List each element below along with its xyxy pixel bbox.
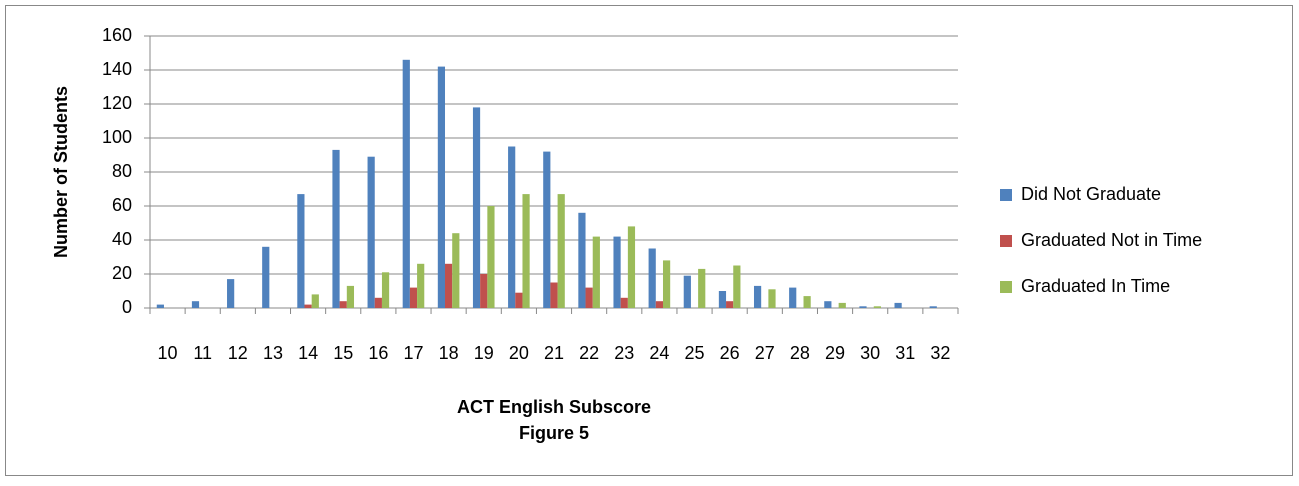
bar [156,304,164,308]
x-tick-label: 18 [439,343,459,363]
x-tick-label: 13 [263,343,283,363]
y-tick-label: 20 [112,263,132,283]
y-tick-label: 0 [122,297,132,317]
bar [452,233,460,308]
bar [381,272,390,308]
bar [227,279,235,308]
bar [550,282,558,308]
y-tick-label: 40 [112,229,132,249]
bar [304,304,312,308]
bar [873,306,881,308]
bar [613,236,621,308]
bar [655,301,663,308]
x-tick-label: 20 [509,343,529,363]
bar [698,268,706,308]
y-axis-title: Number of Students [51,86,71,258]
x-tick-label: 27 [755,343,775,363]
x-tick-label: 11 [193,343,212,363]
bar [487,206,495,308]
x-tick-label: 12 [228,343,248,363]
x-tick-label: 17 [403,343,423,363]
bar [620,297,628,308]
bar [402,59,410,308]
x-tick-label: 23 [614,343,634,363]
y-tick-label: 100 [102,127,132,147]
bar [894,302,902,308]
x-tick-label: 22 [579,343,599,363]
bar [508,146,516,308]
y-tick-label: 160 [102,25,132,45]
bar [585,287,593,308]
bar [472,107,481,309]
bar [718,291,727,308]
bar [859,306,867,308]
x-tick-label: 29 [825,343,845,363]
bar [726,301,734,308]
bar [683,275,691,308]
bar [648,248,656,308]
x-tick-label: 24 [649,343,669,363]
x-tick-label: 25 [685,343,705,363]
x-tick-label: 31 [895,343,915,363]
bar [768,289,776,308]
x-tick-label: 32 [930,343,950,363]
bar [374,297,382,308]
bar [929,306,937,308]
bar [543,151,551,308]
bar [445,263,453,308]
bar [409,287,418,308]
legend-swatch [1000,281,1012,293]
bar [592,236,600,308]
bar [578,212,586,308]
x-tick-label: 10 [158,343,178,363]
bar [753,285,762,308]
y-tick-label: 60 [112,195,132,215]
x-tick-label: 19 [474,343,494,363]
bar [339,301,347,308]
caption: Figure 5 [519,423,589,443]
bar [803,296,811,308]
bar [662,260,671,308]
bar [838,302,846,308]
bar [515,292,523,308]
bar [311,294,319,308]
y-tick-label: 120 [102,93,132,113]
bar [191,301,200,308]
x-tick-label: 21 [544,343,564,363]
legend-label: Graduated In Time [1021,276,1170,296]
legend-label: Did Not Graduate [1021,184,1161,204]
bar [627,226,636,308]
y-tick-label: 80 [112,161,132,181]
bar [522,194,530,308]
x-axis-title: ACT English Subscore [457,397,651,417]
bar [417,263,425,308]
bar [297,194,305,308]
bar [367,156,375,308]
y-tick-label: 140 [102,59,132,79]
bar [437,66,446,308]
bar [262,246,270,308]
x-tick-label: 26 [720,343,740,363]
bar [480,274,488,308]
legend-swatch [1000,235,1012,247]
bar [332,149,340,308]
bar [733,265,741,308]
bar [789,287,797,308]
legend-swatch [1000,189,1012,201]
bar [346,285,355,308]
x-tick-label: 16 [368,343,388,363]
legend-label: Graduated Not in Time [1021,230,1202,250]
bar [557,194,565,308]
x-tick-label: 14 [298,343,318,363]
x-tick-label: 28 [790,343,810,363]
bar [824,301,832,308]
x-tick-label: 15 [333,343,353,363]
x-tick-label: 30 [860,343,880,363]
